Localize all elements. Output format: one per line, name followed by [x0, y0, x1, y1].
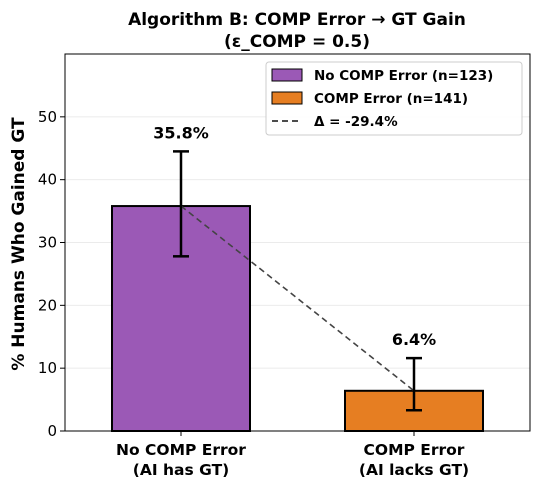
x-tick-label: COMP Error — [364, 441, 465, 459]
overlay: 35.8% 6.4% — [153, 123, 436, 412]
chart-title-line1: Algorithm B: COMP Error → GT Gain — [128, 10, 466, 30]
y-tick-label: 30 — [38, 234, 57, 252]
y-tick-label: 40 — [38, 171, 57, 189]
y-tick-label: 0 — [47, 422, 57, 440]
value-label: 35.8% — [153, 123, 209, 142]
y-tick-label: 20 — [38, 296, 57, 314]
y-tick-label: 10 — [38, 359, 57, 377]
legend-swatch — [271, 68, 303, 82]
bars — [111, 205, 484, 432]
x-tick-label: No COMP Error — [116, 441, 246, 459]
chart-title-line2: (ε_COMP = 0.5) — [224, 32, 370, 52]
x-tick-label: (AI has GT) — [133, 461, 229, 479]
legend-label: Δ = -29.4% — [314, 114, 398, 130]
legend: No COMP Error (n=123) COMP Error (n=141) Δ… — [265, 61, 523, 136]
legend-label: COMP Error (n=141) — [314, 91, 468, 107]
y-tick-label: 50 — [38, 108, 57, 126]
legend-swatch — [271, 91, 303, 105]
value-label: 6.4% — [392, 330, 436, 349]
axes: 0 10 20 30 40 50 No COMP Error (AI has GT) COMP … — [38, 53, 531, 479]
x-tick-label: (AI lacks GT) — [359, 461, 469, 479]
y-axis-label: % Humans Who Gained GT — [9, 117, 29, 371]
legend-label: No COMP Error (n=123) — [314, 68, 493, 84]
legend-box — [265, 61, 523, 136]
